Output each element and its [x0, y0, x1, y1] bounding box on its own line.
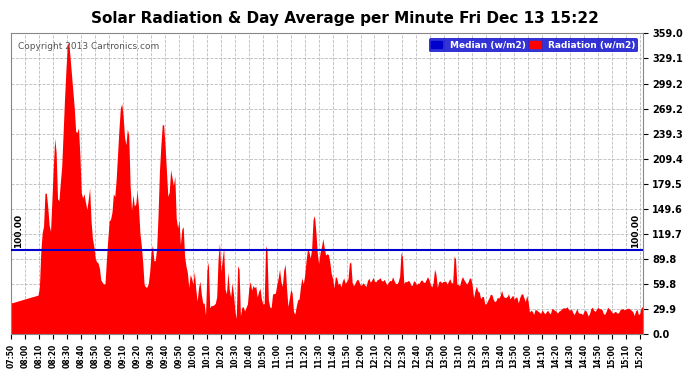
Legend: Median (w/m2), Radiation (w/m2): Median (w/m2), Radiation (w/m2): [428, 38, 638, 52]
Text: 100.00: 100.00: [631, 214, 640, 248]
Text: 100.00: 100.00: [14, 214, 23, 248]
Text: Solar Radiation & Day Average per Minute Fri Dec 13 15:22: Solar Radiation & Day Average per Minute…: [91, 11, 599, 26]
Text: Copyright 2013 Cartronics.com: Copyright 2013 Cartronics.com: [18, 42, 159, 51]
